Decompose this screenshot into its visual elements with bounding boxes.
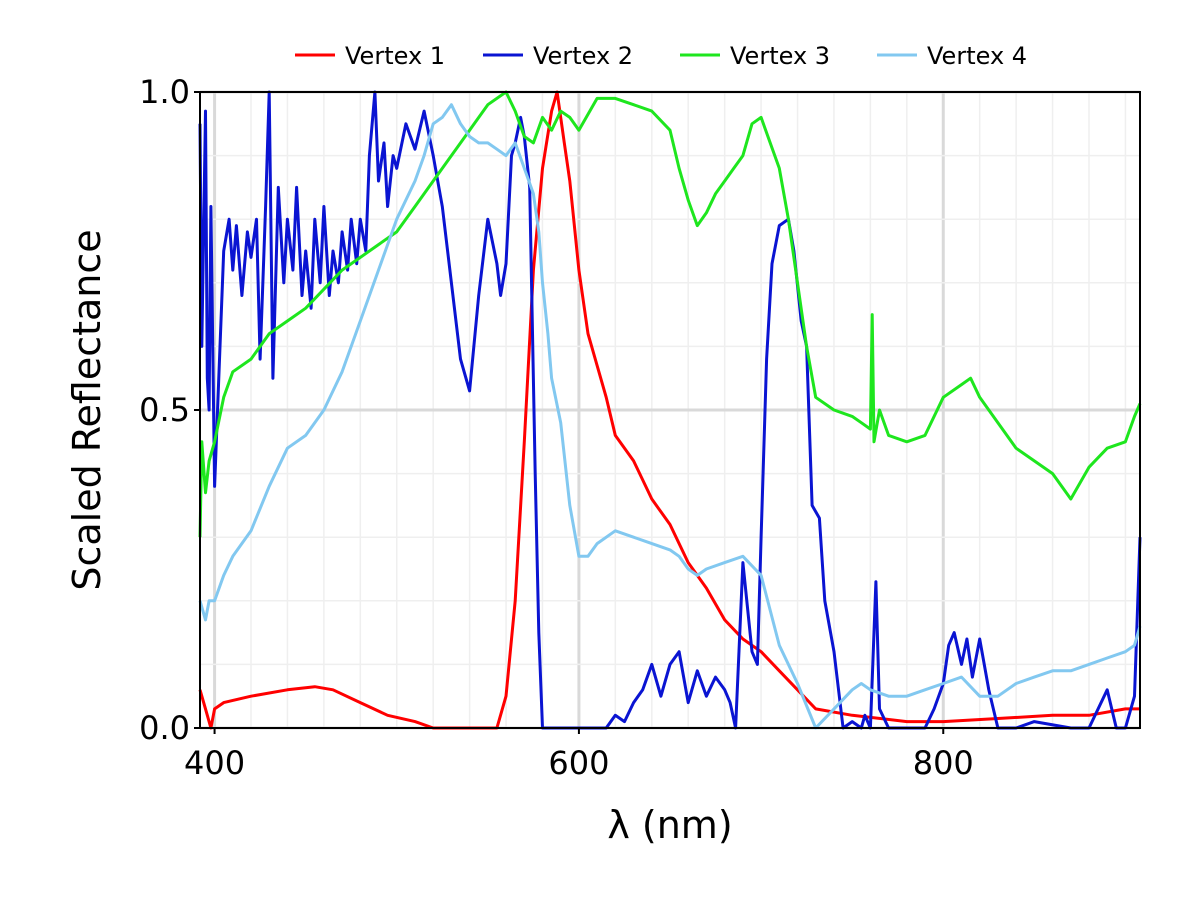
x-tick-label: 600 [548,744,609,782]
series-line-vertex-2 [198,90,1142,730]
series-line-vertex-4 [198,103,1142,730]
series-line-vertex-3 [198,90,1142,538]
y-tick-label: 0.5 [139,391,190,429]
legend-label-vertex-3: Vertex 3 [730,42,830,70]
ticks: 400 600 800 0.0 0.5 1.0 [139,73,974,782]
x-tick-label: 800 [913,744,974,782]
legend-label-vertex-2: Vertex 2 [533,42,633,70]
grid [200,90,1140,730]
y-tick-label: 0.0 [139,709,190,747]
legend: Vertex 1 Vertex 2 Vertex 3 Vertex 4 [295,42,1027,70]
legend-label-vertex-4: Vertex 4 [927,42,1027,70]
y-tick-label: 1.0 [139,73,190,111]
y-axis-title: Scaled Reflectance [65,229,109,590]
x-axis-title: λ (nm) [607,803,732,847]
series-group [198,90,1142,730]
series-line-vertex-1 [198,90,1140,730]
legend-label-vertex-1: Vertex 1 [345,42,445,70]
x-tick-label: 400 [184,744,245,782]
